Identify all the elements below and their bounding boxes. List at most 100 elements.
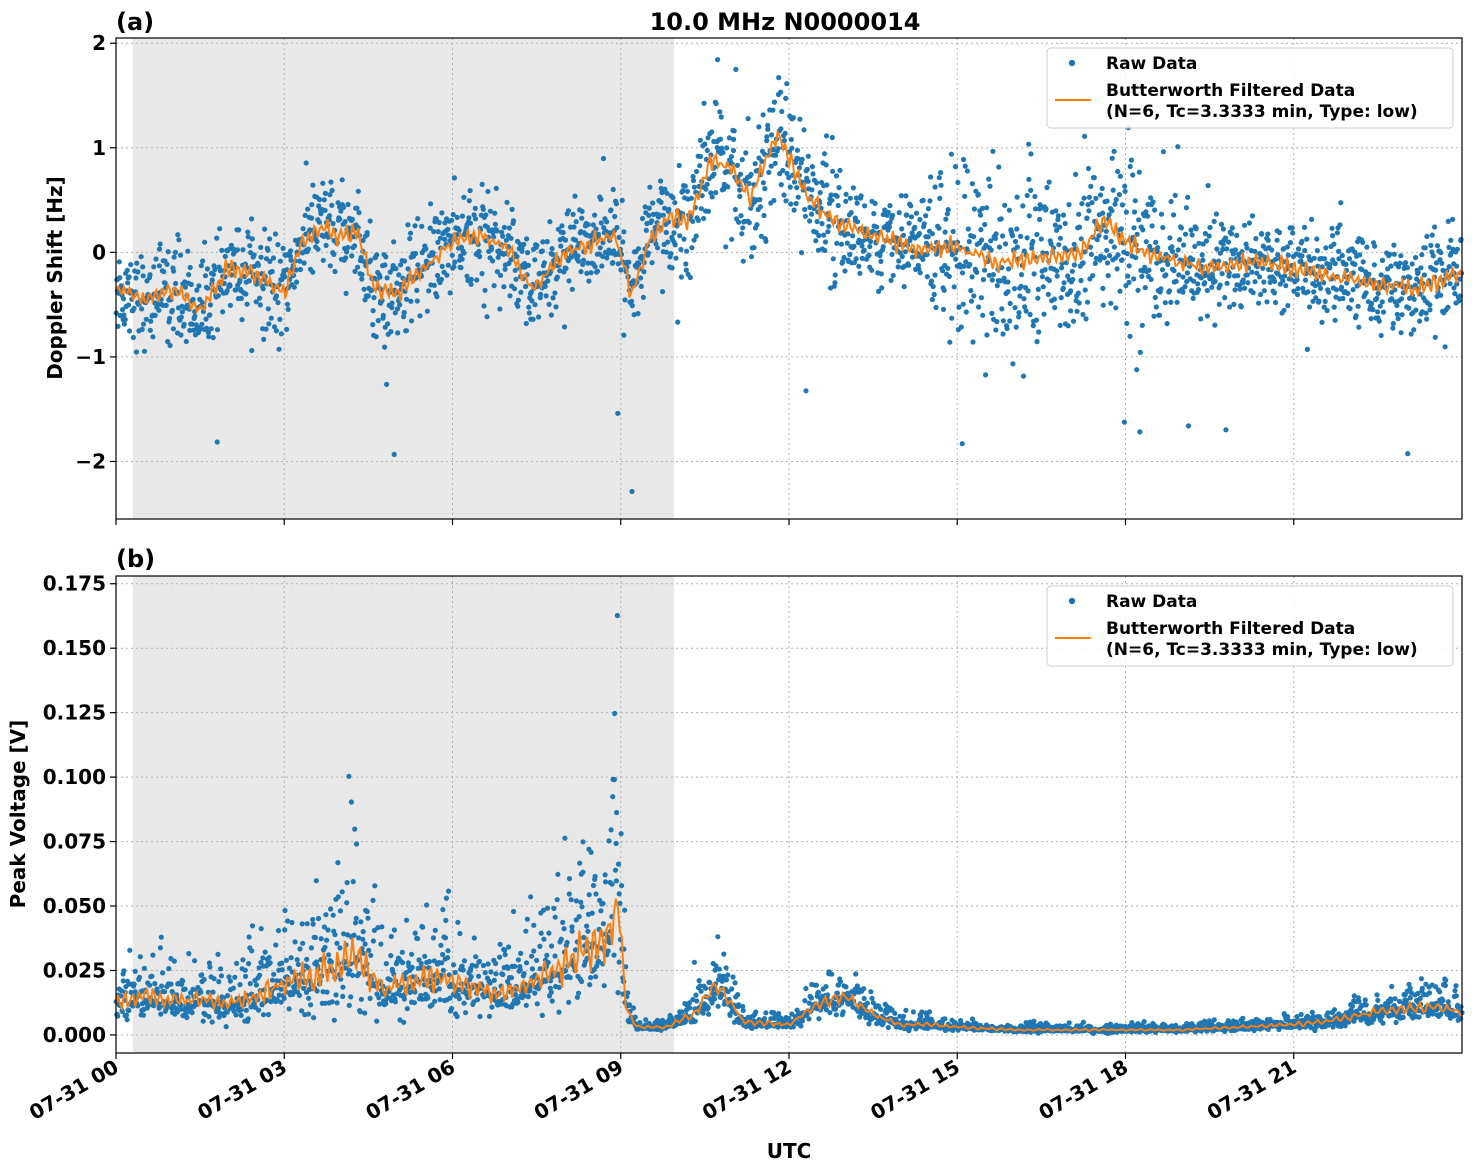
raw-data-point — [1430, 253, 1436, 259]
raw-data-point — [283, 957, 289, 963]
raw-data-point — [1053, 208, 1059, 214]
raw-data-point — [867, 243, 873, 250]
raw-data-point — [466, 215, 472, 221]
raw-data-point — [783, 95, 789, 101]
raw-data-point — [580, 261, 586, 267]
raw-data-point — [284, 301, 291, 307]
raw-data-point — [415, 216, 421, 222]
raw-data-point — [531, 948, 537, 954]
raw-data-point — [378, 941, 384, 947]
raw-data-point — [242, 967, 248, 973]
raw-data-point — [318, 211, 324, 217]
raw-data-point — [1091, 175, 1097, 181]
raw-data-point — [1068, 308, 1074, 314]
raw-data-point — [440, 951, 446, 958]
raw-data-point — [674, 223, 680, 229]
raw-data-point — [352, 920, 359, 926]
raw-data-point — [368, 287, 375, 293]
raw-data-point — [984, 332, 990, 338]
raw-data-point — [305, 246, 311, 252]
raw-data-point — [164, 261, 170, 267]
raw-data-point — [297, 258, 303, 264]
raw-data-point — [371, 927, 377, 934]
raw-data-point — [1088, 251, 1094, 257]
raw-data-point — [245, 1016, 251, 1022]
raw-data-point — [521, 971, 527, 977]
raw-data-point — [1311, 255, 1317, 261]
raw-data-point — [1080, 260, 1086, 266]
raw-data-point — [161, 269, 167, 275]
raw-data-point — [1217, 250, 1223, 256]
raw-data-point — [664, 190, 670, 196]
raw-data-point — [1379, 299, 1385, 305]
raw-data-point — [890, 212, 896, 218]
raw-data-point — [658, 178, 664, 184]
raw-data-point — [704, 147, 710, 153]
raw-data-point — [703, 186, 709, 192]
raw-data-point — [843, 984, 849, 990]
raw-data-point — [398, 262, 404, 268]
raw-data-point — [343, 290, 349, 296]
raw-data-point — [845, 231, 851, 237]
raw-data-point — [1117, 288, 1123, 294]
raw-data-point — [1372, 243, 1378, 249]
raw-data-point — [1036, 329, 1042, 335]
raw-data-point — [210, 989, 216, 995]
legend-label-filtered-params: (N=6, Tc=3.3333 min, Type: low) — [1106, 102, 1418, 122]
raw-data-point — [322, 944, 328, 950]
raw-data-point — [322, 207, 328, 213]
raw-data-point — [715, 934, 721, 940]
raw-data-point — [249, 948, 255, 954]
raw-data-point — [764, 134, 770, 140]
y-tick-label: −2 — [75, 449, 106, 473]
raw-data-point — [1304, 346, 1310, 352]
raw-data-point — [1306, 304, 1313, 310]
raw-data-point — [1249, 213, 1256, 219]
raw-data-point — [901, 284, 907, 290]
raw-data-point — [184, 1014, 190, 1021]
raw-data-point — [713, 190, 719, 196]
raw-data-point — [529, 966, 536, 972]
raw-data-point — [994, 283, 1000, 289]
raw-data-point — [763, 1010, 769, 1016]
raw-data-point — [1454, 281, 1460, 287]
raw-data-point — [758, 233, 764, 239]
raw-data-point — [1124, 320, 1130, 326]
raw-data-point — [412, 223, 418, 229]
raw-data-point — [1202, 230, 1208, 237]
raw-data-point — [243, 291, 249, 297]
raw-data-point — [124, 267, 130, 273]
raw-data-point — [1405, 451, 1411, 457]
raw-data-point — [267, 258, 273, 264]
raw-data-point — [965, 226, 971, 232]
raw-data-point — [1447, 281, 1453, 287]
raw-data-point — [573, 219, 579, 225]
raw-data-point — [519, 248, 525, 254]
raw-data-point — [1333, 287, 1340, 293]
raw-data-point — [1066, 202, 1072, 208]
raw-data-point — [328, 959, 334, 965]
raw-data-point — [974, 269, 980, 275]
raw-data-point — [1200, 241, 1206, 247]
raw-data-point — [843, 191, 849, 197]
raw-data-point — [1336, 256, 1342, 262]
raw-data-point — [1295, 246, 1302, 252]
raw-data-point — [691, 184, 698, 190]
raw-data-point — [670, 195, 676, 201]
raw-data-point — [156, 263, 162, 269]
raw-data-point — [1203, 238, 1210, 244]
raw-data-point — [221, 995, 227, 1001]
raw-data-point — [424, 308, 430, 314]
raw-data-point — [1007, 318, 1013, 324]
raw-data-point — [487, 208, 493, 214]
raw-data-point — [550, 295, 556, 301]
raw-data-point — [698, 988, 704, 994]
raw-data-point — [1295, 286, 1301, 292]
raw-data-point — [388, 953, 394, 959]
raw-data-point — [751, 245, 757, 251]
raw-data-point — [264, 997, 270, 1004]
raw-data-point — [1223, 427, 1229, 433]
raw-data-point — [834, 990, 841, 996]
raw-data-point — [931, 291, 937, 298]
raw-data-point — [678, 274, 685, 280]
